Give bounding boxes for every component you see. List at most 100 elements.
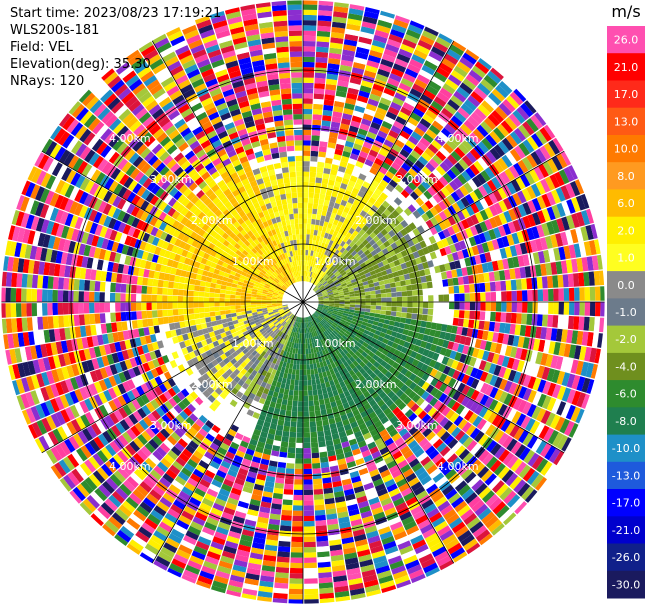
- velocity-gate: [373, 281, 380, 287]
- velocity-gate: [303, 108, 313, 115]
- velocity-gate: [527, 452, 540, 467]
- velocity-gate: [368, 149, 379, 158]
- velocity-gate: [312, 203, 319, 210]
- velocity-gate: [303, 484, 313, 490]
- velocity-gate: [358, 271, 365, 277]
- velocity-gate: [303, 124, 312, 130]
- velocity-gate: [477, 466, 490, 479]
- velocity-gate: [284, 478, 294, 485]
- velocity-gate: [303, 338, 306, 344]
- velocity-gate: [402, 102, 415, 112]
- velocity-gate: [346, 283, 353, 288]
- velocity-gate: [333, 306, 340, 310]
- velocity-gate: [558, 169, 570, 185]
- velocity-gate: [589, 347, 597, 363]
- velocity-gate: [408, 222, 417, 231]
- velocity-gate: [578, 316, 585, 331]
- velocity-gate: [579, 287, 585, 301]
- velocity-gate: [292, 400, 298, 407]
- velocity-gate: [318, 399, 325, 405]
- velocity-gate: [543, 340, 551, 354]
- velocity-gate: [434, 330, 441, 338]
- velocity-gate: [322, 308, 328, 312]
- velocity-gate: [331, 275, 337, 281]
- velocity-gate: [388, 374, 397, 382]
- velocity-gate: [330, 37, 344, 44]
- velocity-gate: [320, 188, 327, 195]
- velocity-gate: [431, 242, 440, 251]
- velocity-gate: [115, 302, 121, 312]
- velocity-gate: [318, 151, 327, 158]
- velocity-gate: [410, 245, 418, 253]
- velocity-gate: [441, 406, 451, 417]
- velocity-gate: [522, 254, 530, 266]
- velocity-gate: [315, 288, 320, 293]
- velocity-gate: [84, 314, 91, 325]
- velocity-gate: [491, 88, 506, 102]
- velocity-gate: [345, 28, 360, 37]
- velocity-gate: [323, 300, 330, 302]
- velocity-gate: [342, 49, 356, 57]
- velocity-gate: [303, 249, 306, 256]
- velocity-gate: [327, 327, 333, 333]
- velocity-gate: [320, 382, 326, 389]
- velocity-gate: [461, 384, 471, 396]
- velocity-gate: [340, 155, 350, 163]
- velocity-gate: [494, 106, 508, 120]
- velocity-gate: [296, 432, 303, 438]
- velocity-gate: [125, 311, 132, 321]
- velocity-gate: [421, 381, 430, 391]
- velocity-gate: [220, 314, 227, 320]
- velocity-gate: [473, 358, 482, 369]
- velocity-gate: [540, 410, 551, 425]
- velocity-gate: [566, 329, 573, 344]
- velocity-gate: [327, 310, 333, 314]
- velocity-gate: [364, 213, 372, 221]
- velocity-gate: [558, 246, 566, 261]
- velocity-gate: [353, 312, 360, 317]
- velocity-gate: [146, 310, 153, 319]
- velocity-gate: [319, 313, 325, 318]
- velocity-gate: [303, 348, 306, 355]
- velocity-gate: [403, 207, 413, 217]
- velocity-gate: [370, 290, 376, 295]
- velocity-gate: [469, 132, 481, 145]
- velocity-gate: [447, 253, 455, 263]
- velocity-gate: [317, 252, 322, 259]
- velocity-gate: [73, 290, 79, 302]
- velocity-gate: [11, 272, 18, 287]
- velocity-gate: [600, 302, 605, 317]
- velocity-gate: [414, 406, 424, 416]
- velocity-gate: [435, 150, 447, 162]
- velocity-gate: [310, 145, 319, 152]
- velocity-gate: [219, 302, 225, 307]
- velocity-gate: [303, 82, 314, 89]
- velocity-gate: [366, 323, 373, 328]
- velocity-gate: [396, 372, 405, 381]
- velocity-gate: [16, 273, 23, 288]
- velocity-gate: [391, 24, 407, 34]
- velocity-gate: [405, 318, 412, 325]
- velocity-gate: [336, 209, 343, 216]
- velocity-gate: [327, 142, 336, 149]
- velocity-gate: [335, 326, 341, 332]
- velocity-gate: [325, 286, 331, 291]
- velocity-gate: [512, 219, 522, 232]
- velocity-gate: [410, 191, 419, 201]
- velocity-gate: [491, 414, 502, 427]
- velocity-gate: [172, 288, 179, 296]
- velocity-gate: [294, 474, 303, 480]
- velocity-gate: [410, 350, 418, 359]
- velocity-gate: [479, 340, 487, 350]
- velocity-gate: [466, 266, 473, 276]
- velocity-gate: [407, 116, 419, 127]
- velocity-gate: [403, 396, 412, 405]
- velocity-gate: [541, 276, 548, 289]
- velocity-gate: [320, 271, 325, 277]
- velocity-gate: [365, 201, 374, 209]
- velocity-gate: [457, 382, 466, 393]
- velocity-gate: [520, 102, 534, 118]
- velocity-gate: [566, 214, 575, 230]
- velocity-gate: [481, 137, 493, 151]
- velocity-gate: [353, 143, 363, 151]
